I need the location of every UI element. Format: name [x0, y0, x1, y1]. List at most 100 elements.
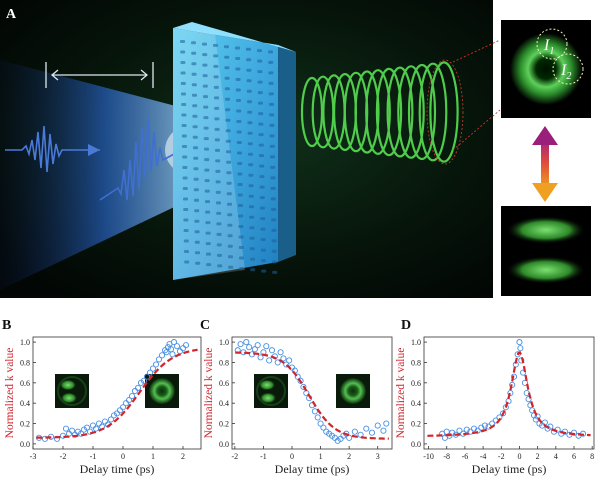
- data-point: [363, 425, 370, 432]
- panel-a: I1 I2 A: [0, 0, 591, 298]
- green-vortex-beam: [300, 61, 459, 163]
- data-point: [246, 344, 253, 351]
- y-tick-label: 0.4: [20, 399, 30, 408]
- x-axis-label: Delay time (ps): [472, 462, 547, 476]
- data-point: [521, 379, 528, 386]
- x-tick-label: 2: [181, 452, 185, 461]
- i2-region-marker: [552, 53, 584, 85]
- x-tick-label: -2: [60, 452, 67, 461]
- donut-mode-inset: I1 I2: [501, 20, 591, 118]
- y-tick-label: 1.0: [219, 338, 229, 347]
- data-point: [317, 420, 324, 427]
- data-point: [351, 428, 358, 435]
- data-point: [286, 357, 293, 364]
- y-tick-label: 0.8: [20, 358, 30, 367]
- metasurface-plate: [173, 22, 296, 280]
- data-point: [314, 414, 321, 421]
- x-tick-label: -2: [498, 452, 505, 461]
- data-point: [277, 349, 284, 356]
- y-tick-label: 0.0: [219, 440, 229, 449]
- data-point: [68, 427, 76, 434]
- x-tick-label: -3: [30, 452, 37, 461]
- data-point: [83, 424, 91, 431]
- fit-curve: [36, 348, 198, 439]
- x-tick-label: 8: [590, 452, 594, 461]
- data-point: [137, 379, 145, 386]
- x-tick-label: 1: [151, 452, 155, 461]
- beam-cross-section-marker: [426, 59, 464, 165]
- x-axis-label: Delay time (ps): [275, 462, 350, 476]
- data-point: [155, 356, 163, 363]
- data-point: [383, 420, 390, 427]
- data-point: [173, 343, 181, 350]
- data-point: [283, 361, 290, 368]
- two-lobe-mode-thumbnail: [55, 374, 89, 408]
- y-tick-label: 0.4: [411, 399, 421, 408]
- pump-pulse-arrow: [88, 144, 100, 156]
- panel-c-chart: 0.0 0.2 0.4 0.6 0.8 1.0 -2 -1 0 1 2 3 Delay time (ps…: [203, 336, 393, 476]
- data-point: [158, 352, 166, 359]
- data-point: [257, 354, 264, 361]
- donut-mode-thumbnail: [145, 374, 179, 408]
- y-tick-label: 0.6: [20, 379, 30, 388]
- data-point: [320, 424, 327, 431]
- x-tick-label: 3: [376, 452, 380, 461]
- donut-mode-thumbnail: [336, 374, 370, 408]
- data-point: [62, 425, 70, 432]
- data-point: [143, 373, 151, 380]
- y-tick-label: 0.2: [411, 420, 421, 429]
- fit-curve: [427, 350, 591, 437]
- data-point: [268, 347, 276, 354]
- y-tick-label: 0.4: [219, 399, 229, 408]
- data-point: [525, 396, 532, 403]
- y-tick-label: 0.0: [411, 440, 421, 449]
- data-point: [266, 357, 273, 364]
- data-point: [516, 339, 523, 346]
- x-tick-label: -2: [232, 452, 239, 461]
- x-tick-label: 4: [554, 452, 558, 461]
- data-point: [517, 345, 524, 352]
- data-point: [251, 346, 258, 353]
- data-point: [254, 342, 261, 349]
- data-point: [467, 428, 474, 435]
- two-lobe-mode-inset: [501, 206, 591, 296]
- y-tick-label: 0.6: [411, 379, 421, 388]
- x-tick-label: -8: [443, 452, 450, 461]
- data-point: [263, 343, 270, 350]
- delay-bracket: [45, 62, 154, 88]
- data-point: [520, 369, 527, 376]
- y-tick-label: 0.2: [219, 420, 229, 429]
- x-tick-label: -6: [462, 452, 469, 461]
- y-axis-label: Normalized k value: [203, 348, 215, 439]
- x-tick-label: 2: [347, 452, 351, 461]
- x-tick-label: -4: [480, 452, 487, 461]
- x-tick-label: 0: [121, 452, 125, 461]
- data-point: [456, 427, 463, 434]
- x-tick-label: 0: [517, 452, 521, 461]
- data-point: [119, 404, 127, 411]
- data-point: [125, 397, 133, 404]
- y-tick-label: 0.8: [219, 358, 229, 367]
- x-tick-label: 6: [572, 452, 576, 461]
- data-point: [170, 339, 178, 346]
- y-tick-label: 0.2: [20, 420, 30, 429]
- y-axis-label: Normalized k value: [395, 348, 407, 439]
- data-point: [169, 351, 176, 358]
- y-tick-label: 1.0: [411, 338, 421, 347]
- x-tick-label: -10: [423, 452, 434, 461]
- x-tick-label: -1: [260, 452, 267, 461]
- data-point: [507, 389, 514, 397]
- data-point: [357, 431, 364, 438]
- data-point: [80, 426, 88, 433]
- pump-pulse-wave: [5, 125, 100, 173]
- panel-d-label: D: [401, 318, 411, 333]
- data-point: [274, 359, 281, 366]
- data-point: [311, 408, 318, 415]
- zoom-line-top: [452, 39, 501, 63]
- i1-region-marker: [536, 28, 568, 60]
- data-point: [146, 369, 154, 376]
- data-point: [107, 416, 115, 423]
- data-point: [374, 422, 381, 429]
- i1-label: I1: [543, 37, 554, 57]
